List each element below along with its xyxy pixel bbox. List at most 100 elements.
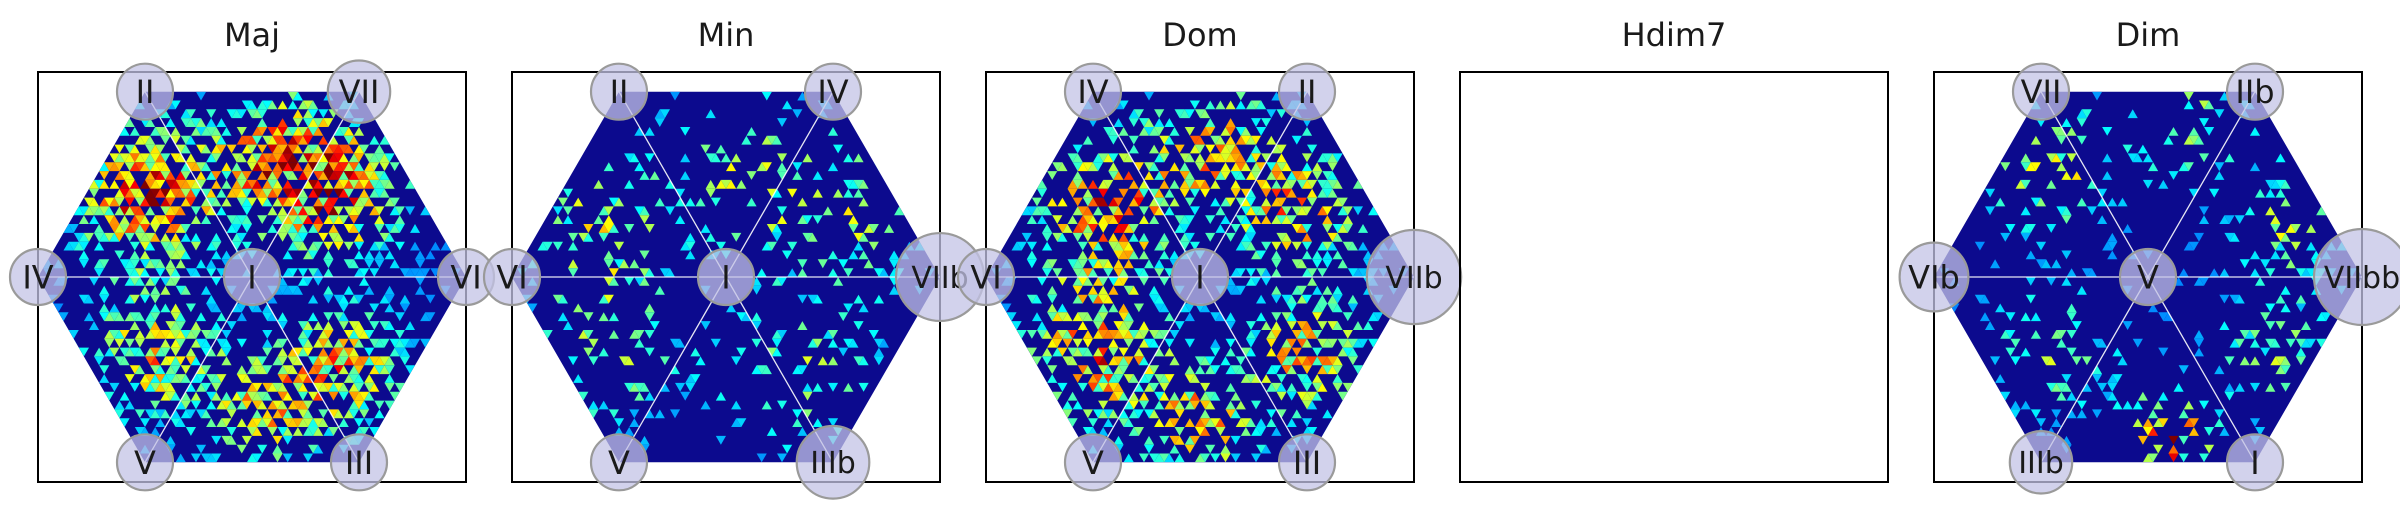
heat-cell — [1312, 356, 1323, 366]
heat-cell — [287, 197, 298, 207]
heat-cell — [909, 330, 920, 339]
heat-cell — [129, 206, 140, 216]
heat-cell — [83, 197, 94, 207]
heat-cell — [78, 241, 89, 251]
heat-cell — [2148, 427, 2159, 436]
heat-cell — [292, 162, 303, 172]
heat-cell — [241, 171, 252, 180]
heat-cell — [1103, 127, 1114, 136]
heat-cell — [333, 294, 344, 304]
heat-cell — [221, 435, 232, 445]
heat-cell — [1006, 365, 1017, 375]
heat-cell — [833, 277, 844, 286]
heat-cell — [272, 127, 283, 136]
heat-cell — [145, 409, 156, 419]
heat-cell — [445, 453, 456, 463]
heat-cell — [1138, 338, 1149, 348]
vertex-degree-marker — [115, 62, 175, 121]
heat-cell — [1235, 100, 1246, 110]
heat-cell — [150, 374, 161, 383]
heat-cell — [155, 179, 166, 189]
heat-cell — [1256, 444, 1267, 454]
heat-cell — [318, 109, 329, 119]
heat-cell — [2265, 338, 2276, 348]
heat-cell — [1108, 356, 1119, 366]
heat-cell — [2137, 435, 2148, 445]
heat-cell — [868, 444, 879, 454]
heat-cell — [502, 127, 512, 136]
heat-cell — [1301, 224, 1313, 233]
heat-cell — [374, 179, 385, 189]
heat-cell — [797, 259, 808, 269]
heat-cell — [369, 365, 380, 375]
heat-cell — [190, 241, 201, 251]
heat-cell — [695, 197, 706, 207]
heat-cell — [1383, 330, 1394, 339]
heat-cell — [996, 118, 1007, 127]
heat-cell — [1271, 382, 1282, 392]
heat-cell — [945, 162, 955, 171]
heat-cell — [2142, 453, 2154, 463]
heat-cell — [369, 382, 380, 392]
heat-cell — [1026, 153, 1037, 163]
heat-cell — [348, 330, 359, 339]
heat-cell — [1240, 347, 1251, 357]
heat-cell — [2183, 418, 2194, 427]
heat-cell — [277, 400, 288, 410]
heat-cell — [1118, 365, 1129, 375]
heat-cell — [257, 153, 268, 163]
heat-cell — [292, 347, 303, 357]
heat-cell — [221, 330, 232, 339]
heat-cell — [252, 179, 263, 189]
heat-cell — [1154, 294, 1165, 304]
heat-cell — [2234, 215, 2245, 224]
heat-cell — [1995, 303, 2006, 313]
heat-cell — [705, 153, 716, 163]
heat-cell — [1301, 374, 1313, 383]
heat-cell — [231, 303, 242, 313]
heat-cell — [2107, 391, 2118, 401]
heat-cell — [1184, 127, 1195, 136]
heat-cell — [996, 171, 1007, 180]
heat-cell — [1123, 171, 1134, 180]
heat-cell — [287, 153, 298, 163]
heat-cell — [160, 330, 171, 339]
heat-cell — [1108, 347, 1119, 357]
heat-cell — [277, 347, 288, 357]
heat-cell — [180, 118, 191, 127]
heat-cell — [104, 197, 115, 207]
heat-cell — [1312, 171, 1323, 180]
heat-cell — [297, 241, 308, 251]
heat-cell — [2280, 303, 2291, 313]
heat-cell — [1393, 206, 1404, 216]
heat-cell — [1225, 312, 1236, 322]
heat-cell — [384, 127, 395, 136]
vertex-degree-label: III — [345, 444, 373, 482]
heat-cell — [766, 224, 777, 233]
heat-cell — [751, 338, 762, 348]
heat-cell — [1164, 374, 1175, 383]
heat-cell — [1103, 409, 1114, 419]
heat-cell — [134, 162, 145, 172]
heat-cell — [1312, 330, 1323, 339]
heat-cell — [858, 197, 869, 207]
heat-cell — [216, 206, 227, 216]
heat-cell — [2295, 338, 2306, 348]
heat-cell — [257, 127, 268, 136]
heat-cell — [1067, 347, 1078, 357]
heat-cell — [160, 347, 171, 357]
heat-cell — [1118, 356, 1129, 366]
heat-cell — [1307, 268, 1318, 277]
heat-cell — [1240, 427, 1251, 436]
heat-cell — [318, 409, 329, 419]
heat-cell — [272, 179, 283, 189]
vertex-degree-marker — [1277, 62, 1337, 121]
heat-cell — [1098, 400, 1109, 410]
heat-cell — [1220, 197, 1231, 207]
heat-cell — [374, 365, 385, 375]
heat-cell — [1261, 206, 1272, 216]
heat-cell — [160, 109, 171, 119]
heat-cell — [109, 197, 120, 207]
heat-cell — [1103, 268, 1114, 277]
